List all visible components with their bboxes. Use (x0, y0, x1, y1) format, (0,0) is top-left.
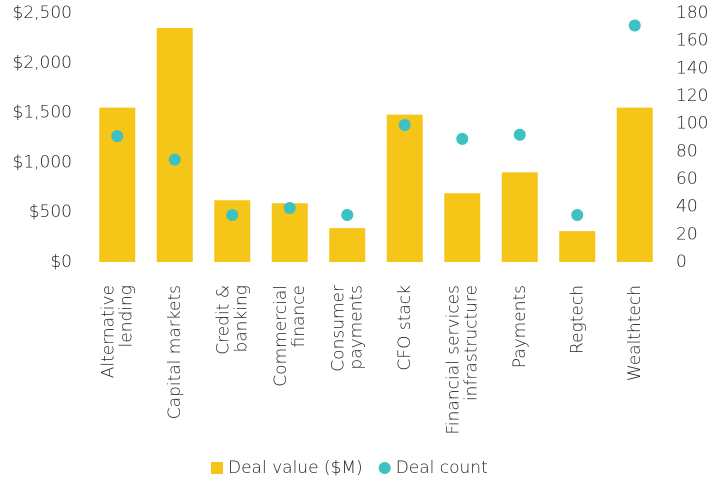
y2-tick-label: 60 (676, 169, 698, 189)
bar (501, 172, 538, 262)
dot (398, 119, 411, 132)
y-tick-label: $0 (50, 252, 72, 272)
dot (283, 202, 296, 215)
x-tick-label: Alternative (98, 285, 118, 378)
y2-tick-label: 20 (676, 224, 698, 244)
bar (559, 231, 596, 262)
y-tick-label: $2,500 (13, 3, 72, 23)
bar (329, 228, 366, 262)
dot (168, 153, 181, 166)
y-tick-label: $2,000 (13, 53, 72, 73)
x-tick-label: Credit & (213, 285, 233, 355)
x-tick-label: Regtech (567, 285, 587, 354)
dot (111, 130, 124, 143)
dot (513, 128, 526, 141)
bar (386, 114, 423, 262)
x-tick-label: infrastructure (461, 285, 481, 401)
x-tick-label: Wealthtech (625, 285, 645, 381)
x-tick-label: lending (116, 285, 136, 347)
bar (156, 27, 193, 262)
bar (444, 193, 481, 262)
dot (456, 132, 469, 145)
dot (571, 208, 584, 221)
x-tick-label: Financial services (443, 285, 463, 435)
y2-tick-label: 120 (676, 86, 708, 106)
y-tick-label: $1,500 (13, 103, 72, 123)
legend-label: Deal value ($M) (228, 458, 363, 478)
x-tick-label: banking (231, 285, 251, 353)
dot (226, 208, 239, 221)
legend-swatch (378, 462, 391, 474)
y2-tick-label: 0 (676, 252, 687, 272)
legend-label: Deal count (396, 458, 488, 478)
dot (628, 19, 641, 32)
x-tick-label: Capital markets (165, 285, 185, 419)
y2-tick-label: 100 (676, 114, 708, 134)
x-tick-label: CFO stack (395, 285, 415, 371)
y2-tick-label: 140 (676, 58, 708, 78)
x-tick-label: Consumer (328, 285, 348, 372)
y-tick-label: $1,000 (13, 152, 72, 172)
y2-tick-label: 180 (676, 3, 708, 23)
dot (341, 208, 354, 221)
x-tick-label: Commercial (271, 285, 291, 387)
x-tick-label: Payments (510, 285, 530, 368)
legend-swatch (211, 462, 223, 474)
x-tick-label: finance (289, 285, 309, 347)
x-tick-label: payments (346, 285, 366, 370)
y-tick-label: $500 (29, 202, 72, 222)
y2-tick-label: 40 (676, 197, 698, 217)
y2-tick-label: 80 (676, 141, 698, 161)
bar (616, 107, 653, 263)
y2-tick-label: 160 (676, 31, 708, 51)
